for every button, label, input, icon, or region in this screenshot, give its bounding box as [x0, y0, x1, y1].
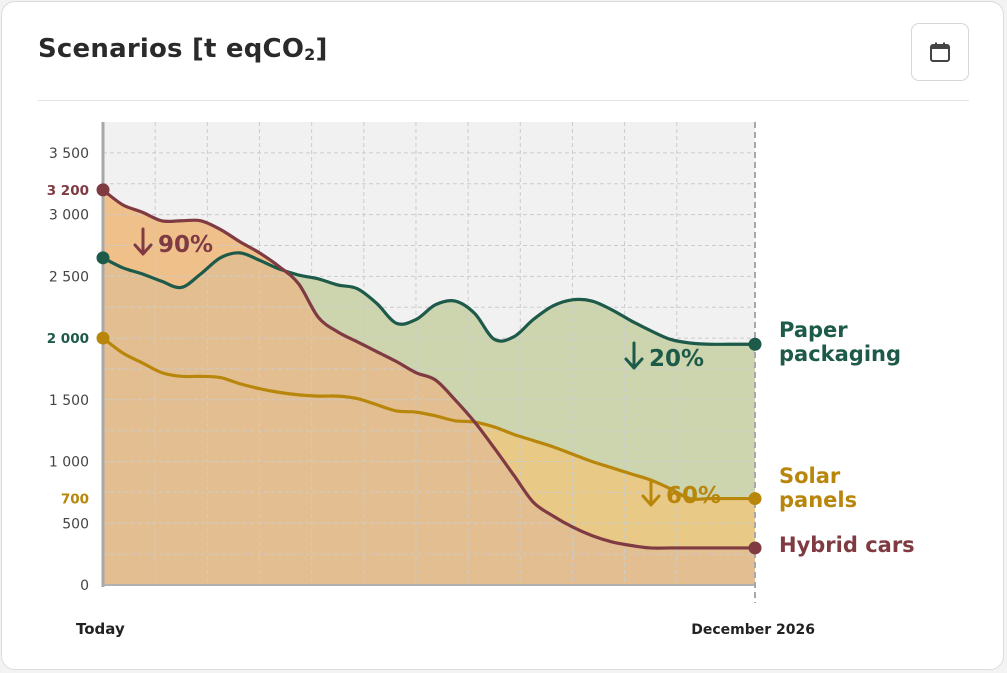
down-arrow-icon [133, 227, 153, 256]
solar-panels-end-point [748, 492, 762, 506]
y-tick-label: 2 500 [49, 269, 89, 285]
x-label-start: Today [76, 620, 125, 638]
legend-label: panels [779, 488, 857, 512]
x-label-end: December 2026 [691, 622, 815, 638]
paper-packaging-end-point [748, 337, 762, 351]
y-tick-label: 500 [62, 516, 89, 532]
base-area [103, 189, 755, 585]
legend-label: Solar [779, 464, 841, 488]
title-prefix: Scenarios [t eqCO [38, 34, 305, 64]
reduction-label: 90% [158, 232, 213, 258]
start-value-label: 2 000 [47, 331, 89, 347]
y-tick-label: 1 000 [49, 455, 89, 471]
down-arrow-icon [641, 478, 661, 507]
solar-panels-line [101, 336, 757, 501]
reduction-label: 20% [649, 346, 704, 372]
start-value-label: 3 200 [47, 183, 89, 199]
solar-panels-start-point [96, 331, 110, 345]
legend-label: Paper [779, 318, 848, 342]
header-divider [38, 100, 969, 101]
paper-packaging-line [101, 251, 757, 346]
down-arrow-icon [624, 341, 644, 370]
hybrid-cars-start-point [96, 183, 110, 197]
hybrid-cars-end-point [748, 541, 762, 555]
y-tick-label: 3 500 [49, 146, 89, 162]
title-suffix: ] [315, 34, 328, 64]
y-tick-label: 0 [80, 578, 89, 594]
paper-packaging-start-point [96, 251, 110, 265]
start-value-label: 700 [61, 492, 89, 508]
legend-label: Hybrid cars [779, 533, 915, 557]
title-subscript: 2 [304, 45, 316, 64]
calendar-button[interactable] [911, 23, 969, 81]
hybrid-cars-line [101, 188, 757, 550]
y-tick-label: 1 500 [49, 393, 89, 409]
chart-title: Scenarios [t eqCO2] [38, 34, 328, 64]
calendar-icon [930, 42, 950, 62]
legend-label: packaging [779, 342, 901, 366]
reduction-label: 60% [666, 483, 721, 509]
overlap-area [103, 252, 755, 585]
y-tick-label: 3 000 [49, 208, 89, 224]
